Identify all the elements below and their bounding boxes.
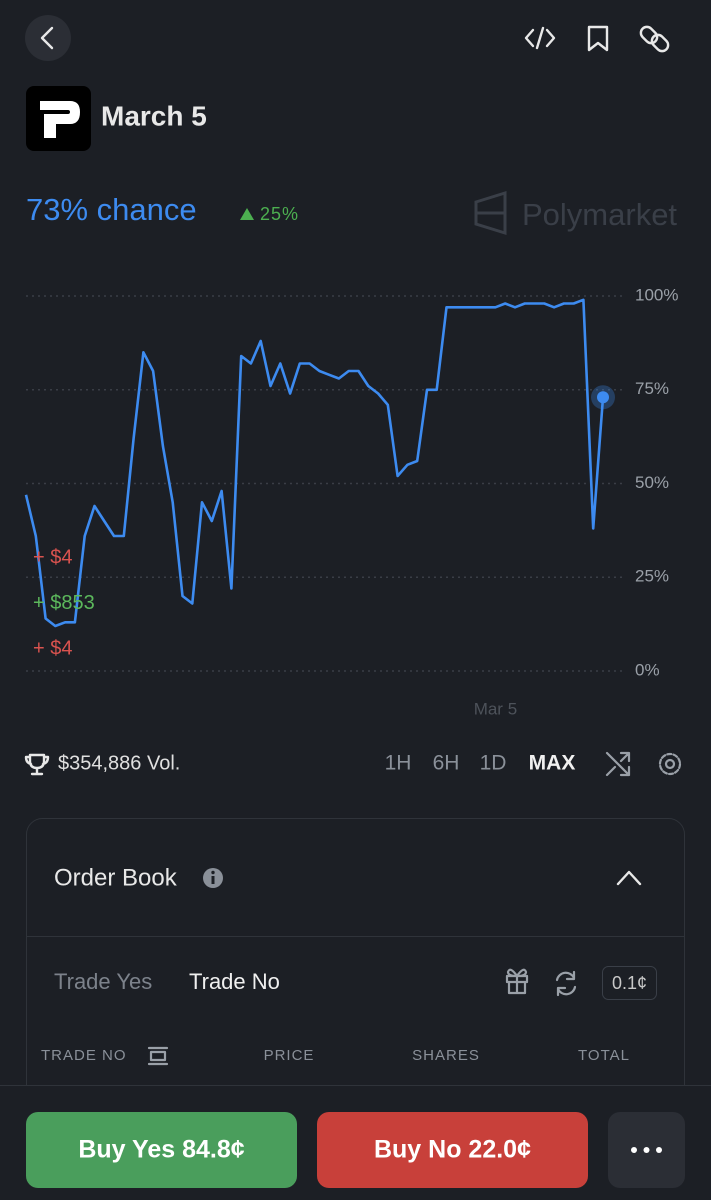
tab[interactable]: Trade No (189, 969, 280, 994)
trade-annotation: + $853 (33, 592, 95, 614)
gift-icon[interactable] (505, 968, 529, 995)
range-button[interactable]: 1H (385, 752, 412, 775)
column-header: PRICE (264, 1047, 315, 1064)
price-line (24, 298, 605, 628)
range-button[interactable]: MAX (529, 752, 576, 775)
y-tick-label: 50% (635, 473, 669, 492)
tab[interactable]: Trade Yes (54, 969, 152, 994)
y-tick-label: 0% (635, 660, 660, 679)
refresh-icon[interactable] (555, 970, 577, 997)
current-point (597, 391, 609, 404)
trophy-icon (24, 753, 50, 776)
market-logo (26, 86, 91, 151)
brand-mark (474, 190, 507, 236)
more-button[interactable] (608, 1112, 685, 1188)
change: 25% (260, 204, 299, 224)
info-icon[interactable] (203, 868, 223, 888)
column-header: TOTAL (578, 1047, 630, 1064)
spread-icon[interactable] (147, 1046, 169, 1066)
y-tick-label: 75% (635, 379, 669, 398)
collapse-icon[interactable] (616, 870, 642, 886)
bookmark-icon[interactable] (587, 25, 609, 52)
x-tick-label: Mar 5 (474, 699, 517, 718)
column-header: TRADE NO (41, 1047, 127, 1064)
y-tick-label: 25% (635, 567, 669, 586)
buy-no-label[interactable]: Buy No 22.0¢ (374, 1136, 531, 1164)
back-button[interactable] (25, 15, 71, 61)
brand: Polymarket (522, 197, 677, 232)
chart: 0% 25% 50% 75% 100% Mar 5 + $4 + $853 + $4 (24, 285, 678, 718)
buy-yes-label[interactable]: Buy Yes 84.8¢ (78, 1136, 244, 1164)
buy-yes-button[interactable] (26, 1112, 297, 1188)
change-arrow (240, 208, 254, 220)
embed-icon[interactable] (524, 26, 556, 50)
buy-no-button[interactable] (317, 1112, 588, 1188)
market-title: March 5 (101, 100, 207, 131)
tick-size-box[interactable] (602, 966, 657, 1000)
volume: $354,886 Vol. (58, 752, 180, 774)
order-book-title: Order Book (54, 864, 178, 891)
chance: 73% chance (26, 192, 197, 227)
trade-annotation: + $4 (33, 637, 72, 659)
y-tick-label: 100% (635, 285, 678, 304)
tick-size[interactable]: 0.1¢ (612, 973, 647, 993)
range-button[interactable]: 6H (433, 752, 460, 775)
settings-icon[interactable] (658, 752, 682, 776)
shuffle-icon[interactable] (605, 751, 631, 777)
link-icon[interactable] (638, 24, 670, 53)
column-header: SHARES (412, 1047, 480, 1064)
range-button[interactable]: 1D (480, 752, 507, 775)
trade-annotation: + $4 (33, 546, 72, 568)
